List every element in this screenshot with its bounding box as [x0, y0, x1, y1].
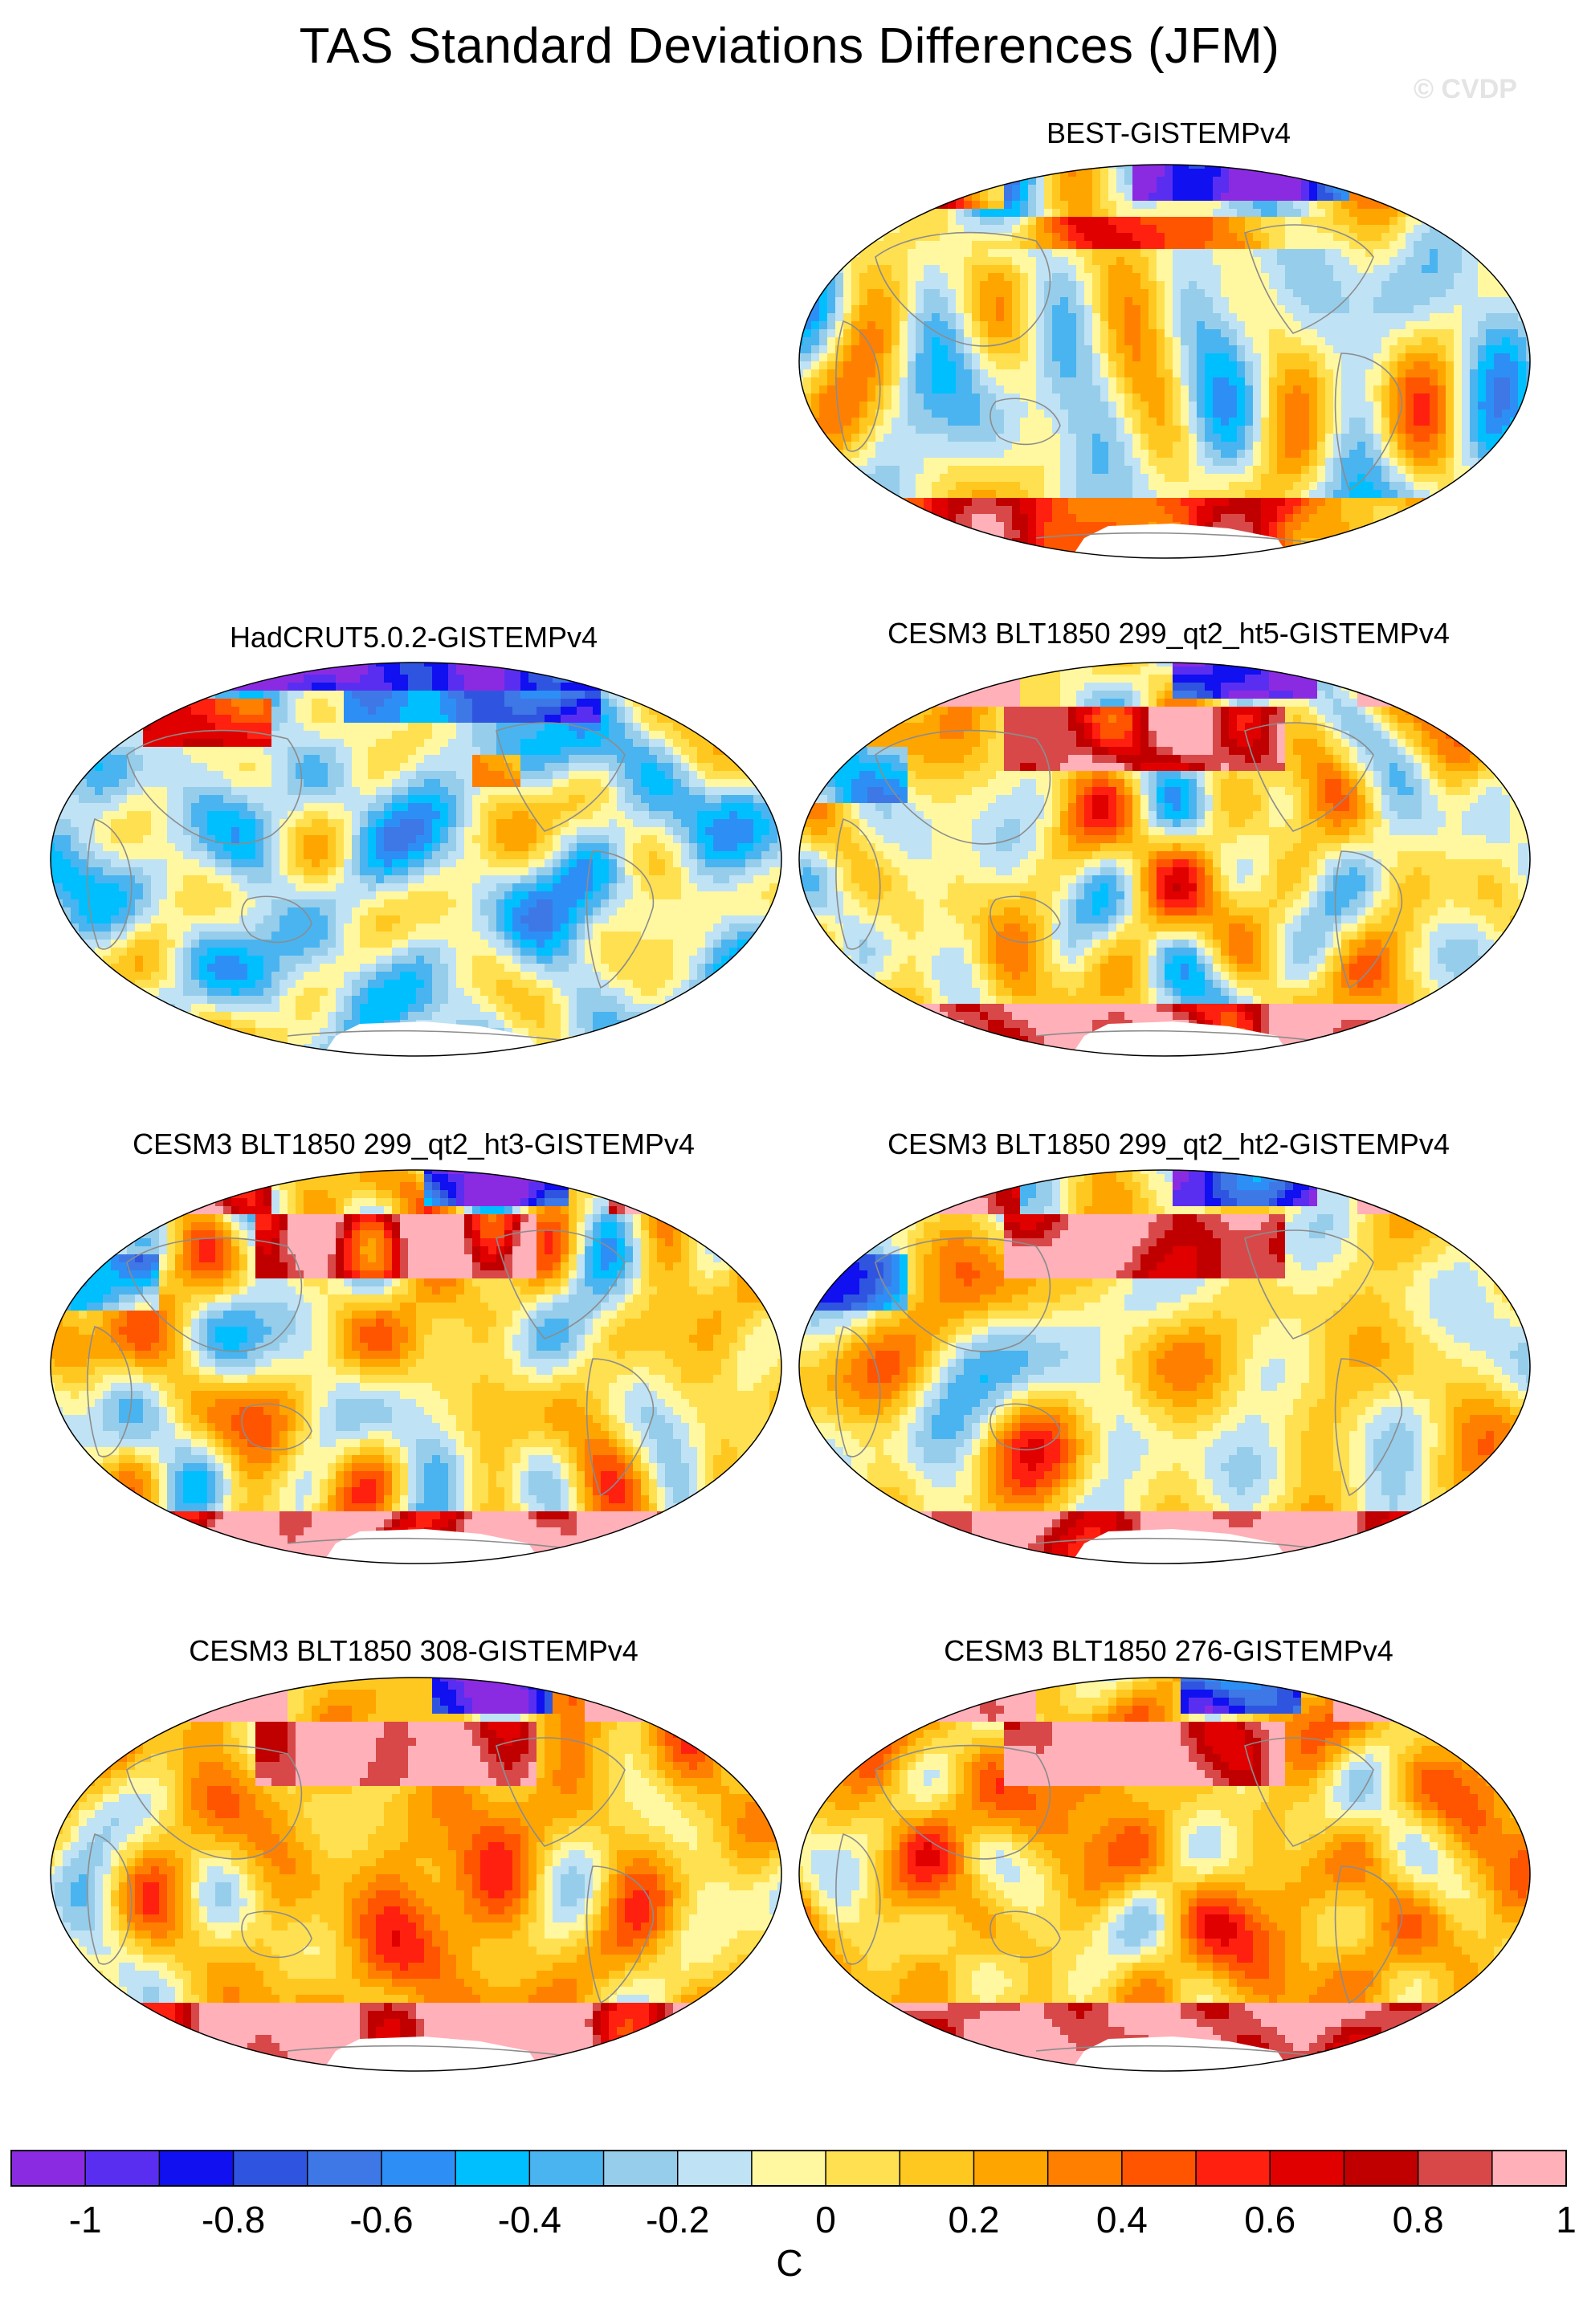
colorbar-tick-label: 0.8: [1393, 2199, 1444, 2240]
antarctica-outline: [1035, 2045, 1310, 2056]
credit-label: © CVDP: [1414, 74, 1517, 105]
map-border: [50, 1677, 782, 2072]
australia-outline: [989, 1910, 1061, 1959]
colorbar-swatch: [529, 2151, 605, 2186]
south-america-outline: [585, 850, 655, 989]
colorbar-tick-label: -0.6: [349, 2199, 413, 2240]
eurasia-outline: [126, 1237, 303, 1352]
colorbar-tick-label: -1: [69, 2199, 102, 2240]
north-america-outline: [496, 722, 626, 832]
panel-title-best: BEST-GISTEMPv4: [819, 116, 1518, 150]
australia-outline: [989, 895, 1061, 944]
map-276: [798, 1677, 1531, 2072]
map-border: [798, 1677, 1531, 2072]
colorbar-swatch: [677, 2151, 753, 2186]
colorbar-swatch: [1418, 2151, 1493, 2186]
antarctica-outline: [1035, 532, 1310, 543]
australia-outline: [241, 1910, 312, 1959]
north-america-outline: [1244, 224, 1374, 334]
colorbar-swatch: [11, 2151, 86, 2186]
africa-outline: [835, 1833, 881, 1965]
south-america-outline: [1334, 1358, 1403, 1497]
colorbar-swatch: [159, 2151, 235, 2186]
eurasia-outline: [875, 1237, 1051, 1352]
eurasia-outline: [126, 729, 303, 845]
south-america-outline: [1334, 850, 1403, 989]
north-america-outline: [1244, 722, 1374, 832]
colorbar-tick-label: 0.4: [1096, 2199, 1148, 2240]
map-border: [798, 164, 1531, 559]
africa-outline: [87, 1325, 133, 1458]
eurasia-outline: [126, 1744, 303, 1860]
colorbar-swatch: [233, 2151, 308, 2186]
south-america-outline: [585, 1865, 655, 2004]
colorbar-swatch: [826, 2151, 900, 2186]
panel-title-hadcrut: HadCRUT5.0.2-GISTEMPv4: [48, 621, 779, 654]
colorbar-swatch: [1047, 2151, 1123, 2186]
australia-outline: [241, 895, 312, 944]
colorbar-tick-label: -0.8: [202, 2199, 265, 2240]
north-america-outline: [496, 1229, 626, 1339]
eurasia-outline: [875, 729, 1051, 845]
colorbar-swatch: [900, 2151, 974, 2186]
colorbar-swatch: [381, 2151, 456, 2186]
map-ht2: [798, 1169, 1531, 1564]
map-border: [50, 1169, 782, 1564]
australia-outline: [989, 398, 1061, 446]
map-hadcrut: [50, 662, 782, 1057]
colorbar-swatch: [1121, 2151, 1197, 2186]
map-308: [50, 1677, 782, 2072]
antarctica-outline: [287, 1537, 561, 1548]
panel-title-276: CESM3 BLT1850 276-GISTEMPv4: [803, 1634, 1534, 1668]
colorbar-swatch: [307, 2151, 382, 2186]
africa-outline: [87, 817, 133, 950]
map-border: [50, 662, 782, 1057]
panel-title-ht2: CESM3 BLT1850 299_qt2_ht2-GISTEMPv4: [803, 1127, 1534, 1161]
africa-outline: [87, 1833, 133, 1965]
colorbar-tick-label: 0: [815, 2199, 836, 2240]
south-america-outline: [1334, 1865, 1403, 2004]
antarctica-outline: [287, 2045, 561, 2056]
north-america-outline: [1244, 1229, 1374, 1339]
colorbar-tick-label: 0.2: [948, 2199, 999, 2240]
north-america-outline: [1244, 1737, 1374, 1847]
north-america-outline: [496, 1737, 626, 1847]
antarctica-outline: [1035, 1537, 1310, 1548]
south-america-outline: [585, 1358, 655, 1497]
panel-title-ht3: CESM3 BLT1850 299_qt2_ht3-GISTEMPv4: [48, 1127, 779, 1161]
colorbar-tick-label: -0.2: [646, 2199, 709, 2240]
colorbar-swatch: [1344, 2151, 1419, 2186]
africa-outline: [835, 1325, 881, 1458]
colorbar-tick-label: 0.6: [1244, 2199, 1295, 2240]
figure-title: TAS Standard Deviations Differences (JFM…: [0, 18, 1579, 75]
australia-outline: [241, 1403, 312, 1451]
antarctica-outline: [287, 1029, 561, 1041]
africa-outline: [835, 320, 881, 452]
panel-title-ht5: CESM3 BLT1850 299_qt2_ht5-GISTEMPv4: [803, 617, 1534, 650]
colorbar-swatch: [1196, 2151, 1271, 2186]
map-border: [798, 1169, 1531, 1564]
colorbar-swatch: [751, 2151, 826, 2186]
panel-title-308: CESM3 BLT1850 308-GISTEMPv4: [48, 1634, 779, 1668]
map-ht3: [50, 1169, 782, 1564]
antarctica-outline: [1035, 1029, 1310, 1041]
map-border: [798, 662, 1531, 1057]
colorbar-swatch: [603, 2151, 679, 2186]
colorbar-swatch: [973, 2151, 1049, 2186]
colorbar-swatch: [1270, 2151, 1344, 2186]
colorbar-tick-label: 1: [1556, 2199, 1577, 2240]
australia-outline: [989, 1403, 1061, 1451]
eurasia-outline: [875, 231, 1051, 347]
colorbar-swatch: [455, 2151, 530, 2186]
colorbar-swatch: [1491, 2151, 1567, 2186]
africa-outline: [835, 817, 881, 950]
map-best: [798, 164, 1531, 559]
colorbar-unit: C: [776, 2242, 802, 2284]
eurasia-outline: [875, 1744, 1051, 1860]
colorbar-tick-label: -0.4: [498, 2199, 561, 2240]
colorbar-swatch: [85, 2151, 160, 2186]
map-ht5: [798, 662, 1531, 1057]
south-america-outline: [1334, 353, 1403, 491]
